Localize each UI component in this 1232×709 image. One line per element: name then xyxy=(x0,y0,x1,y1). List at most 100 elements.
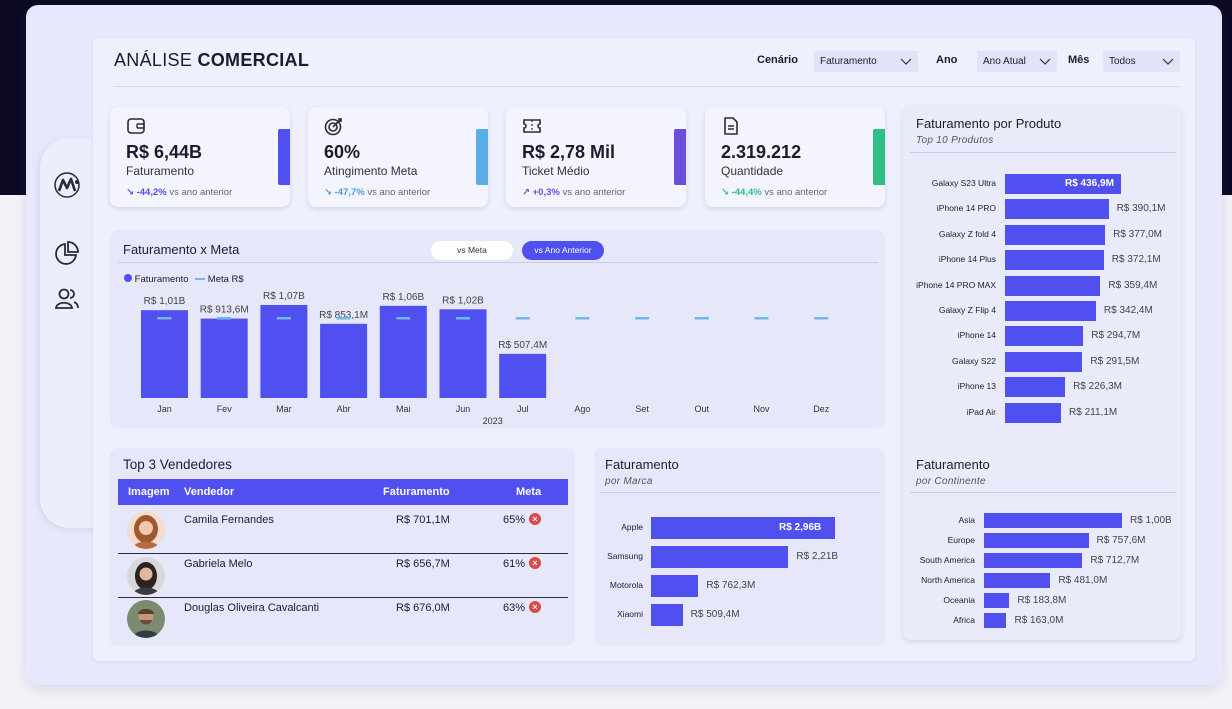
x-tick-label: Nov xyxy=(753,404,770,414)
wallet-icon xyxy=(126,116,146,141)
bar[interactable] xyxy=(1005,377,1066,398)
bar[interactable] xyxy=(1005,174,1121,194)
chevron-down-icon xyxy=(1039,55,1051,70)
kpi-delta: ↘ -47,7% vs ano anterior xyxy=(324,187,431,198)
kpi-label: Atingimento Meta xyxy=(324,164,418,178)
bar[interactable] xyxy=(651,546,789,568)
kpi-label: Faturamento xyxy=(126,164,195,178)
bar[interactable] xyxy=(984,573,1051,588)
x-tick-label: Mai xyxy=(396,404,411,414)
meta-marker xyxy=(276,317,291,320)
bar[interactable] xyxy=(1005,250,1104,271)
monthly-bar-chart: R$ 1,01B Jan R$ 913,6M Fev R$ 1,07B Mar R$ 853… xyxy=(141,291,830,425)
bar[interactable] xyxy=(984,593,1010,608)
bar[interactable] xyxy=(1005,351,1083,372)
kpi-accent-bar xyxy=(278,129,290,185)
bar-data-label: R$ 1,02B xyxy=(442,295,484,306)
bar[interactable] xyxy=(1005,224,1106,245)
kpi-delta: ↘ -44,2% vs ano anterior xyxy=(126,187,233,198)
bar-category-label: Galaxy Z Flip 4 xyxy=(938,305,996,315)
bar[interactable] xyxy=(1005,326,1084,347)
vendedor-name: Camila Fernandes xyxy=(184,514,274,526)
vendedor-faturamento: R$ 676,0M xyxy=(396,602,450,614)
bar-category-label: iPhone 13 xyxy=(957,381,996,392)
bar-category-label: Motorola xyxy=(609,580,643,590)
bar[interactable] xyxy=(651,575,699,597)
x-tick-label: Set xyxy=(635,404,649,414)
vendedor-meta: 63% xyxy=(503,602,526,614)
kpi-accent-bar xyxy=(476,129,488,185)
kpi-value: R$ 6,44B xyxy=(126,142,203,162)
bar-data-label: R$ 2,96B xyxy=(779,522,822,533)
meta-marker xyxy=(515,317,530,320)
filter-ano-value: Ano Atual xyxy=(983,56,1026,67)
bar[interactable] xyxy=(651,604,683,626)
marca-subtitle: por Marca xyxy=(605,476,653,487)
toggle-vs-meta[interactable]: vs Meta xyxy=(431,241,513,260)
x-circle-icon: × xyxy=(529,601,541,613)
bar-data-label: R$ 853,1M xyxy=(319,310,368,321)
bar[interactable] xyxy=(984,613,1007,628)
avatar xyxy=(127,557,165,595)
pie-chart-icon[interactable] xyxy=(52,238,82,268)
bar-category-label: Europe xyxy=(947,534,975,545)
kpi-accent-bar xyxy=(674,129,686,185)
ticket-icon xyxy=(522,116,542,141)
chart-legend: Faturamento Meta R$ xyxy=(124,274,244,285)
bar-data-label: R$ 509,4M xyxy=(690,609,740,620)
vendedor-name: Douglas Oliveira Cavalcanti xyxy=(184,602,320,614)
bar[interactable] xyxy=(984,553,1083,568)
bar-category-label: Xiaomi xyxy=(617,609,643,619)
bar-faturamento xyxy=(320,323,368,398)
kpi-card-quantidade: 2.319.212 Quantidade ↘ -44,4% vs ano ant… xyxy=(705,107,885,207)
bar-data-label: R$ 757,6M xyxy=(1096,534,1146,546)
x-tick-label: Ago xyxy=(574,404,590,414)
x-tick-label: Abr xyxy=(337,404,351,414)
x-circle-icon: × xyxy=(529,557,541,569)
bar[interactable] xyxy=(984,533,1089,548)
meta-marker xyxy=(575,317,590,320)
continente-subtitle: por Continente xyxy=(916,476,986,487)
meta-marker xyxy=(754,317,769,320)
kpi-value: 2.319.212 xyxy=(721,142,802,162)
bar[interactable] xyxy=(1005,301,1096,321)
meta-marker xyxy=(814,317,829,320)
kpi-accent-bar xyxy=(873,129,885,185)
users-icon[interactable] xyxy=(52,284,82,314)
bar-category-label: Galaxy S23 Ultra xyxy=(931,178,996,188)
filter-ano-select[interactable]: Ano Atual xyxy=(977,51,1057,72)
bar[interactable] xyxy=(1005,199,1109,220)
kpi-value: 60% xyxy=(324,142,361,162)
x-tick-label: Jul xyxy=(517,404,529,414)
kpi-card-ticket: R$ 2,78 Mil Ticket Médio ↗ +0,3% vs ano … xyxy=(506,107,686,207)
bar-data-label: R$ 1,00B xyxy=(1130,514,1172,526)
bar-data-label: R$ 507,4M xyxy=(498,340,547,351)
filter-cenario-select[interactable]: Faturamento xyxy=(814,51,918,72)
faturamento-meta-title: Faturamento x Meta xyxy=(123,242,240,257)
kpi-card-faturamento: R$ 6,44B Faturamento ↘ -44,2% vs ano ant… xyxy=(110,107,290,207)
x-tick-label: Jan xyxy=(157,404,172,414)
filter-mes-select[interactable]: Todos xyxy=(1103,51,1180,72)
bar[interactable] xyxy=(1005,275,1101,296)
bar[interactable] xyxy=(984,513,1122,528)
bar-data-label: R$ 1,07B xyxy=(263,291,305,302)
bar-faturamento xyxy=(200,318,248,398)
document-icon xyxy=(721,116,741,141)
panel-divider xyxy=(910,492,1176,493)
bar-data-label: R$ 1,06B xyxy=(382,292,424,303)
x-tick-label: Fev xyxy=(217,404,233,414)
sidebar xyxy=(40,138,102,528)
row-divider xyxy=(118,597,568,598)
x-axis-year-label: 2023 xyxy=(483,416,503,425)
bar[interactable] xyxy=(651,517,835,539)
bar-category-label: Oceania xyxy=(943,594,975,605)
bar-data-label: R$ 226,3M xyxy=(1073,381,1122,393)
bar-data-label: R$ 372,1M xyxy=(1111,254,1161,266)
meta-marker xyxy=(336,317,351,320)
toggle-vs-ano-anterior[interactable]: vs Ano Anterior xyxy=(522,241,604,260)
chevron-down-icon xyxy=(1162,55,1174,70)
top-vendedores-panel xyxy=(110,448,575,646)
bar[interactable] xyxy=(1005,402,1062,423)
vendedor-meta: 61% xyxy=(503,558,526,570)
bar-category-label: iPhone 14 PRO xyxy=(936,203,996,214)
